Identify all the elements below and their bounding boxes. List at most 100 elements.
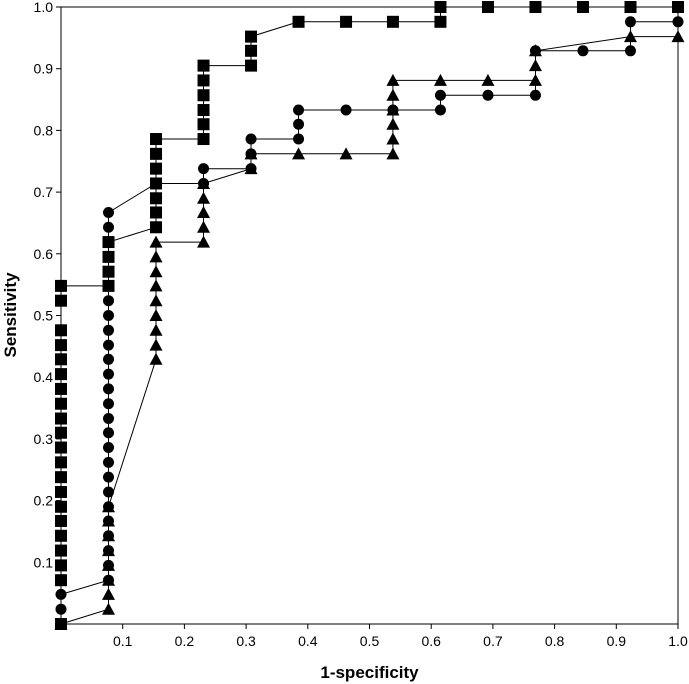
- data-point-square: [55, 500, 67, 513]
- data-point-circle: [103, 471, 115, 483]
- y-tick-label: 1.0: [34, 0, 54, 15]
- data-point-triangle: [102, 514, 116, 527]
- y-tick-label: 0.5: [34, 308, 54, 324]
- x-axis-title: 1-specificity: [320, 663, 419, 682]
- data-point-circle: [55, 588, 67, 600]
- data-point-circle: [150, 177, 162, 189]
- data-point-circle: [434, 89, 446, 101]
- data-point-circle: [55, 603, 67, 615]
- y-tick-label: 0.9: [34, 61, 54, 77]
- data-point-square: [55, 368, 67, 381]
- data-point-circle: [340, 104, 352, 116]
- data-point-square: [55, 339, 67, 352]
- y-tick-label: 0.1: [34, 554, 54, 570]
- data-point-triangle: [102, 602, 116, 615]
- data-point-square: [434, 15, 447, 28]
- data-point-triangle: [102, 544, 116, 557]
- data-point-triangle: [528, 59, 542, 72]
- data-point-circle: [529, 89, 541, 101]
- data-point-square: [529, 1, 542, 13]
- data-point-triangle: [149, 294, 163, 307]
- x-tick-label: 0.1: [113, 633, 133, 649]
- data-point-square: [197, 133, 210, 146]
- data-point-circle: [103, 353, 115, 365]
- data-point-circle: [103, 236, 115, 248]
- data-point-triangle: [102, 587, 116, 600]
- y-tick-label: 0.6: [34, 246, 54, 262]
- data-point-square: [197, 89, 210, 102]
- data-point-triangle: [386, 103, 400, 116]
- data-point-triangle: [149, 309, 163, 321]
- data-point-square: [245, 30, 258, 43]
- data-point-triangle: [292, 147, 306, 160]
- data-point-square: [245, 59, 258, 72]
- data-point-circle: [103, 221, 115, 233]
- data-point-circle: [624, 45, 636, 57]
- x-tick-label: 0.5: [360, 633, 380, 649]
- data-point-square: [386, 15, 399, 28]
- data-point-circle: [624, 16, 636, 28]
- data-point-square: [576, 1, 589, 13]
- data-point-circle: [293, 118, 305, 130]
- data-point-circle: [103, 324, 115, 336]
- x-tick-label: 0.9: [607, 633, 627, 649]
- data-point-square: [55, 471, 67, 484]
- y-tick-label: 0.7: [34, 184, 54, 200]
- data-point-circle: [103, 383, 115, 395]
- data-point-square: [150, 147, 163, 160]
- data-point-square: [150, 206, 163, 219]
- data-point-triangle: [386, 88, 400, 101]
- data-point-triangle: [197, 191, 211, 204]
- data-point-triangle: [197, 205, 211, 218]
- data-point-square: [55, 324, 67, 337]
- x-axis: 0.1 0.2 0.3 0.4 0.5 0.6 0.7 0.8 0.9 1.0: [113, 624, 688, 649]
- data-point-square: [245, 44, 258, 57]
- data-point-circle: [577, 45, 589, 57]
- data-point-circle: [103, 295, 115, 307]
- data-point-circle: [103, 310, 115, 321]
- data-point-square: [150, 221, 163, 234]
- data-point-square: [55, 574, 67, 587]
- data-point-circle: [103, 251, 115, 263]
- x-tick-label: 0.7: [483, 633, 503, 649]
- data-point-triangle: [149, 265, 163, 278]
- y-tick-label: 0.8: [34, 122, 54, 138]
- data-point-triangle: [528, 73, 542, 86]
- data-point-circle: [293, 133, 305, 145]
- data-point-triangle: [102, 558, 116, 571]
- data-point-square: [481, 1, 494, 13]
- data-point-triangle: [102, 573, 116, 586]
- y-tick-label: 0.2: [34, 493, 54, 509]
- data-point-circle: [103, 398, 115, 410]
- data-point-circle: [103, 339, 115, 351]
- data-point-square: [150, 162, 163, 175]
- data-point-triangle: [54, 617, 68, 630]
- data-point-square: [55, 353, 67, 366]
- data-point-triangle: [197, 220, 211, 233]
- data-point-triangle: [386, 73, 400, 86]
- x-tick-label: 0.4: [298, 633, 318, 649]
- data-point-circle: [103, 206, 115, 218]
- y-tick-label: 0.3: [34, 431, 54, 447]
- data-point-triangle: [386, 147, 400, 160]
- data-point-triangle: [149, 338, 163, 351]
- data-point-triangle: [433, 73, 447, 86]
- data-point-square: [340, 15, 353, 28]
- x-tick-label: 0.6: [421, 633, 441, 649]
- data-point-circle: [103, 368, 115, 380]
- data-point-square: [55, 544, 67, 557]
- data-point-square: [672, 1, 684, 13]
- data-point-circle: [672, 16, 684, 28]
- data-point-circle: [103, 266, 115, 278]
- data-point-triangle: [244, 162, 258, 175]
- data-point-triangle: [386, 132, 400, 145]
- data-point-circle: [103, 486, 115, 498]
- x-tick-label: 1.0: [668, 633, 688, 649]
- data-point-triangle: [481, 73, 495, 86]
- data-point-triangle: [671, 30, 685, 43]
- data-point-circle: [245, 133, 257, 145]
- data-point-triangle: [528, 44, 542, 57]
- data-point-square: [55, 441, 67, 454]
